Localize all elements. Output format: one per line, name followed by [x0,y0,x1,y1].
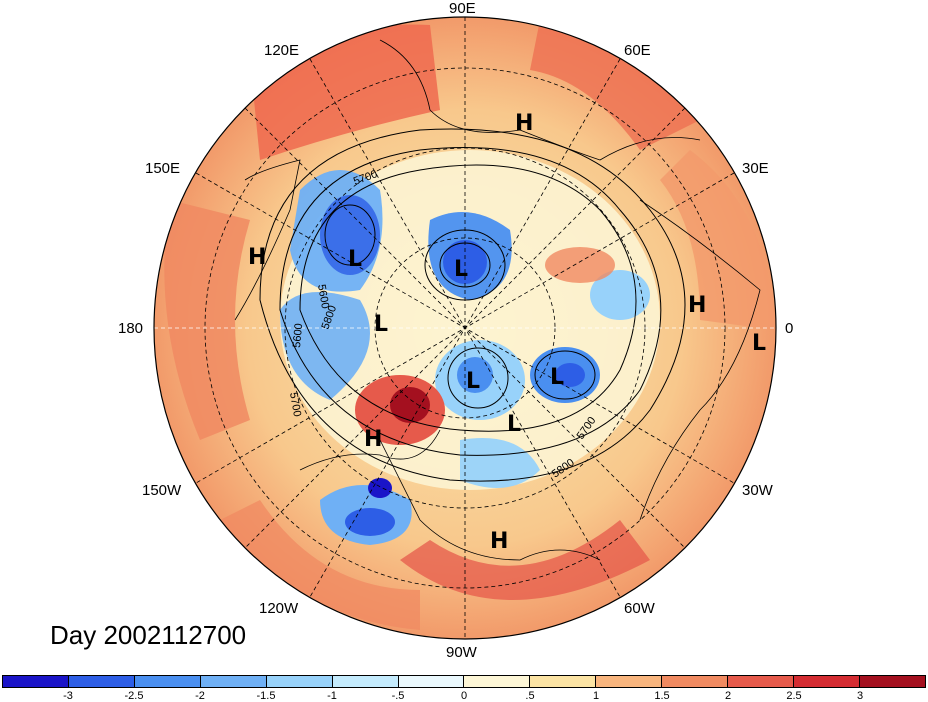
colorbar-swatch [596,676,663,687]
low-pressure-label: L [348,247,362,272]
high-pressure-label: H [248,245,266,270]
colorbar: -3 -2.5 -2 -1.5 -1 -.5 0 .5 1 1.5 2 2.5 3 [0,675,928,702]
colorbar-swatch [200,676,267,687]
colorbar-swatch [134,676,201,687]
high-pressure-label: H [515,111,533,136]
colorbar-tick-label: -1 [327,690,337,702]
contour-label: 5700 [287,391,303,417]
pressure-system-labels: H H H H H L L L L L L L [248,111,766,554]
map-boundary [153,16,777,640]
colorbar-tick-label: 0 [460,690,468,702]
contour-label: 5600 [315,283,331,309]
colorbar-swatch [3,676,69,687]
date-label: Day 2002112700 [50,620,247,650]
colorbar-swatch [332,676,399,687]
lon-label-90w: 90W [446,644,477,661]
lon-label-150e: 150E [145,160,181,177]
colorbar-swatch [266,676,333,687]
colorbar-tick-label: .5 [525,690,535,702]
high-pressure-label: H [490,529,508,554]
colorbar-swatch [794,676,860,687]
colorbar-tick-label: 2.5 [786,690,802,702]
lon-label-180: 180 [118,320,144,337]
lon-label-90e: 90E [449,0,476,17]
low-pressure-label: L [550,365,564,390]
colorbar-tick-label: 1.5 [654,690,670,702]
lon-label-30w: 30W [742,482,773,499]
colorbar-tick-label: 3 [856,690,864,702]
colorbar-swatches [2,675,926,688]
colorbar-swatch [662,676,729,687]
low-pressure-label: L [454,257,468,282]
low-pressure-label: L [752,331,766,356]
lon-label-30e: 30E [742,160,769,177]
lon-label-0: 0 [785,320,794,337]
colorbar-tick-label: -3 [63,690,73,702]
low-pressure-label: L [374,312,388,337]
low-pressure-label: L [507,412,521,437]
colorbar-swatch [398,676,465,687]
lon-label-120e: 120E [264,42,300,59]
contour-label: 5600 [291,323,305,348]
high-pressure-label: H [364,427,382,452]
graticule [154,17,776,639]
colorbar-tick-label: -.5 [391,690,405,702]
lon-label-150w: 150W [142,482,182,499]
height-contours [259,128,686,482]
colorbar-tick-label: 2 [724,690,732,702]
colorbar-swatch [728,676,795,687]
low-pressure-label: L [466,369,480,394]
high-pressure-label: H [688,293,706,318]
colorbar-swatch [464,676,531,687]
colorbar-tick-label: -2.5 [124,690,144,702]
colorbar-tick-label: 1 [592,690,600,702]
coastlines [234,39,761,561]
lon-label-60e: 60E [624,42,651,59]
colorbar-swatch [859,676,925,687]
colorbar-tick-label: -2 [195,690,205,702]
colorbar-swatch [68,676,135,687]
colorbar-tick-label: -1.5 [256,690,276,702]
colorbar-swatch [530,676,597,687]
lon-label-120w: 120W [259,600,299,617]
lon-label-60w: 60W [624,600,655,617]
